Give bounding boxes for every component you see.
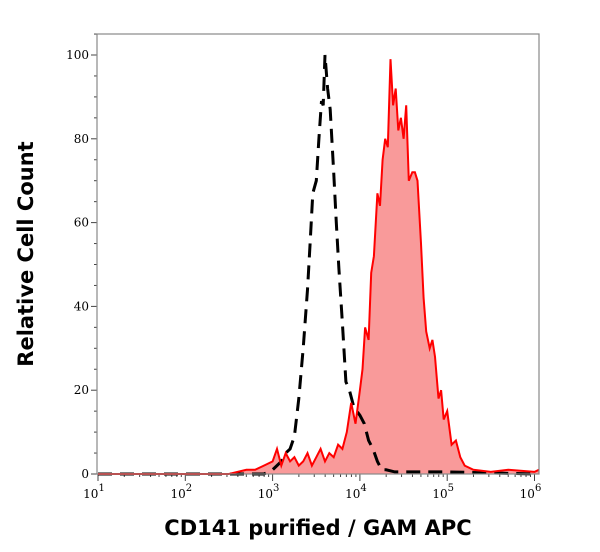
x-tick-label: 101 <box>83 483 105 501</box>
x-tick-label: 103 <box>258 483 280 501</box>
series-cd141-fill <box>98 59 539 474</box>
y-axis-label: Relative Cell Count <box>14 141 38 366</box>
x-tick-label: 104 <box>345 483 367 501</box>
y-axis: 0 20 40 60 80 100 <box>66 33 97 481</box>
y-tick-label: 100 <box>66 48 89 62</box>
x-tick-label: 102 <box>170 483 192 501</box>
plot-frame <box>96 33 540 475</box>
y-tick-label: 40 <box>74 299 89 313</box>
y-tick-label: 80 <box>74 132 89 146</box>
x-tick-label: 106 <box>520 483 542 501</box>
x-axis-label: CD141 purified / GAM APC <box>164 516 471 540</box>
x-axis: 101 102 103 104 105 106 <box>83 474 541 501</box>
series-cd141-line <box>98 59 540 475</box>
y-tick-label: 20 <box>74 383 89 397</box>
y-tick-label: 60 <box>74 216 89 230</box>
series-isotype-line <box>98 54 535 476</box>
x-tick-label: 105 <box>432 483 454 501</box>
y-tick-label: 0 <box>81 467 89 481</box>
